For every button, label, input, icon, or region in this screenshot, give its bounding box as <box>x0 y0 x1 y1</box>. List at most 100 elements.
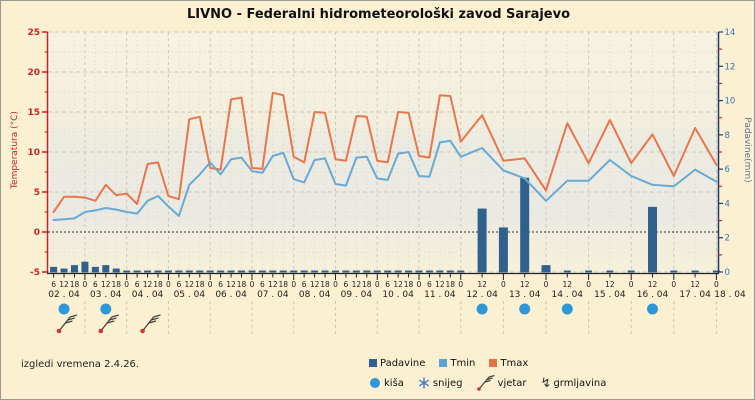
hour-tick-label: 12 <box>605 280 615 289</box>
svg-text:-5: -5 <box>30 268 40 278</box>
legend-item-snijeg: snijeg <box>418 377 463 389</box>
precip-bar <box>520 177 530 273</box>
precipitation-bars <box>50 177 720 273</box>
svg-text:2: 2 <box>725 234 730 244</box>
precip-bar <box>648 206 657 273</box>
lightning-icon: ↯ <box>540 375 552 391</box>
svg-text:14: 14 <box>725 28 736 38</box>
hour-tick-label: 0 <box>544 280 549 289</box>
legend-label-padavine: Padavine <box>380 357 426 369</box>
date-label: 10 . 04 <box>382 290 414 300</box>
hour-tick-label: 12 <box>690 280 700 289</box>
precip-bar-zero <box>154 270 162 273</box>
hour-tick-label: 18 <box>362 280 372 289</box>
precip-bar-zero <box>196 270 204 273</box>
svg-text:8: 8 <box>725 131 730 141</box>
precip-bar-zero <box>321 270 329 273</box>
hour-tick-label: 12 <box>268 280 278 289</box>
precip-bar-zero <box>331 270 339 273</box>
hour-tick-label: 12 <box>226 280 236 289</box>
legend-item-vjetar: vjetar <box>476 374 527 391</box>
precip-bar <box>81 261 89 273</box>
precip-bar-zero <box>425 270 433 273</box>
hour-tick-label: 0 <box>458 280 463 289</box>
hour-tick-label: 18 <box>70 280 80 289</box>
chart-title: LIVNO - Federalni hidrometeorološki zavo… <box>186 7 571 22</box>
legend-label-tmax: Tmax <box>500 357 529 369</box>
hour-tick-label: 0 <box>124 280 129 289</box>
precip-bar <box>60 268 68 273</box>
hour-tick-label: 6 <box>344 280 349 289</box>
precip-bar-zero <box>269 270 277 273</box>
hour-tick-label: 12 <box>435 280 445 289</box>
date-label: 02 . 04 <box>48 290 80 300</box>
hour-tick-label: 6 <box>176 280 181 289</box>
precip-bar <box>50 266 58 273</box>
hour-tick-label: 0 <box>714 280 719 289</box>
hour-tick-label: 6 <box>218 280 223 289</box>
precip-bar-zero <box>217 270 225 273</box>
svg-text:4: 4 <box>725 199 730 209</box>
rain-day-icon <box>58 303 70 315</box>
precip-bar <box>91 266 99 273</box>
tmax-line <box>52 91 718 213</box>
date-label: 05 . 04 <box>174 290 206 300</box>
date-label: 17 . 04 <box>679 290 711 300</box>
hour-tick-label: 0 <box>333 280 338 289</box>
date-label: 08 . 04 <box>299 290 331 300</box>
svg-text:15: 15 <box>27 108 40 118</box>
hour-tick-label: 6 <box>51 280 56 289</box>
precip-bar-zero <box>563 270 571 273</box>
hour-tick-label: 18 <box>320 280 330 289</box>
rain-day-icon <box>647 303 658 315</box>
legend-item-tmax: Tmax <box>489 358 528 369</box>
date-label: 16 . 04 <box>637 290 669 300</box>
precip-bar-zero <box>185 270 193 273</box>
precip-bar-zero <box>133 270 141 273</box>
rain-day-icon <box>100 303 112 315</box>
precipitation-axis-label: Padavine(mm) <box>742 117 752 183</box>
rain-circle-icon <box>369 377 381 389</box>
date-label: 06 . 04 <box>215 290 247 300</box>
temperature-axis-label: Temperatura (°C) <box>10 111 20 189</box>
precip-bar-zero <box>227 270 235 273</box>
precip-bar-zero <box>373 270 381 273</box>
date-label: 12 . 04 <box>466 290 498 300</box>
hour-tick-label: 6 <box>302 280 307 289</box>
hour-tick-label: 6 <box>427 280 432 289</box>
hour-tick-label: 0 <box>250 280 255 289</box>
legend-item-padavine: Padavine <box>369 358 425 369</box>
tmin-line <box>52 139 718 221</box>
precip-bar-zero <box>175 270 183 273</box>
hour-tick-label: 12 <box>477 280 487 289</box>
date-label: 15 . 04 <box>594 290 626 300</box>
legend-item-grmljavina: ↯ grmljavina <box>541 377 607 390</box>
hour-tick-label: 12 <box>393 280 403 289</box>
precip-bar-zero <box>415 270 423 273</box>
precip-bar-zero <box>279 270 287 273</box>
wind-day-icon <box>56 314 78 334</box>
hour-tick-label: 0 <box>291 280 296 289</box>
tmin-swatch <box>439 359 448 367</box>
precip-bar-zero <box>248 270 256 273</box>
legend-label-grmljavina: grmljavina <box>553 377 607 389</box>
hour-tick-label: 0 <box>417 280 422 289</box>
precip-bar-zero <box>311 270 319 273</box>
precip-bar-zero <box>691 270 699 273</box>
legend-label-vjetar: vjetar <box>497 377 527 389</box>
precip-bar-zero <box>384 270 392 273</box>
date-label: 14 . 04 <box>552 290 584 300</box>
precip-bar-zero <box>446 270 454 273</box>
padavine-swatch <box>369 359 377 367</box>
precip-bar-zero <box>352 270 360 273</box>
hour-tick-label: 18 <box>446 280 456 289</box>
legend-item-tmin: Tmin <box>439 358 475 369</box>
precip-bar-zero <box>394 270 402 273</box>
precip-bar-zero <box>670 270 678 273</box>
precip-bar <box>498 227 508 273</box>
svg-text:0: 0 <box>34 228 40 238</box>
wind-barb-icon <box>476 374 495 391</box>
hour-tick-label: 6 <box>385 280 390 289</box>
legend-item-kisa: kiša <box>369 377 404 389</box>
precip-bar-zero <box>627 270 635 273</box>
